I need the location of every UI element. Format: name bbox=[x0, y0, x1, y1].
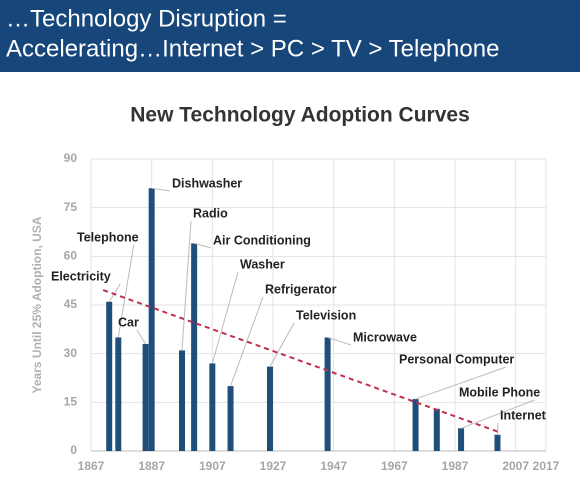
bar bbox=[209, 363, 216, 451]
x-tick-label: 1867 bbox=[78, 459, 105, 473]
x-tick-label: 1947 bbox=[320, 459, 347, 473]
leader-line bbox=[415, 366, 507, 400]
x-tick-label: 1907 bbox=[199, 459, 226, 473]
bar bbox=[142, 343, 149, 451]
y-tick-label: 90 bbox=[64, 151, 78, 165]
leader-line bbox=[117, 244, 135, 338]
bar bbox=[115, 337, 122, 451]
bar bbox=[191, 243, 198, 451]
x-tick-label: 1967 bbox=[381, 459, 408, 473]
bar bbox=[266, 366, 273, 451]
bar bbox=[106, 301, 113, 451]
x-tick-label: 1987 bbox=[442, 459, 469, 473]
bar-label: Electricity bbox=[51, 269, 111, 283]
bar bbox=[458, 428, 465, 451]
bar-label: Personal Computer bbox=[399, 352, 514, 366]
bar-label: Telephone bbox=[77, 230, 139, 244]
bar bbox=[494, 434, 501, 451]
bar-label: Washer bbox=[240, 257, 285, 271]
bar-label: Television bbox=[296, 308, 356, 322]
bar-label: Air Conditioning bbox=[213, 233, 311, 247]
chart-title: New Technology Adoption Curves bbox=[130, 104, 470, 127]
y-axis-label: Years Until 25% Adoption, USA bbox=[30, 216, 44, 393]
x-tick-label: 1887 bbox=[138, 459, 165, 473]
bar-label: Dishwasher bbox=[172, 176, 242, 190]
header-line: …Technology Disruption = bbox=[6, 5, 287, 32]
leader-line bbox=[136, 329, 147, 345]
bar bbox=[148, 188, 155, 451]
leader-line bbox=[181, 220, 192, 351]
bar-label: Mobile Phone bbox=[459, 385, 540, 399]
bar-label: Car bbox=[118, 315, 139, 329]
bar bbox=[412, 399, 419, 451]
leader-line bbox=[269, 322, 295, 367]
leader-line bbox=[460, 399, 535, 429]
leader-line bbox=[211, 271, 239, 364]
y-tick-label: 45 bbox=[64, 297, 78, 311]
y-tick-label: 75 bbox=[64, 200, 78, 214]
leader-line bbox=[108, 283, 121, 303]
bar-label: Refrigerator bbox=[265, 282, 337, 296]
header-line: Accelerating…Internet > PC > TV > Teleph… bbox=[6, 35, 499, 62]
y-tick-label: 30 bbox=[64, 346, 78, 360]
y-tick-label: 15 bbox=[64, 395, 78, 409]
leader-line bbox=[230, 296, 264, 387]
bar-label: Internet bbox=[500, 408, 547, 422]
x-tick-label: 2007 bbox=[502, 459, 529, 473]
leader-line bbox=[194, 242, 212, 249]
leader-line bbox=[496, 422, 499, 435]
x-tick-label: 2017 bbox=[533, 459, 560, 473]
bar bbox=[179, 350, 185, 451]
bar-label: Microwave bbox=[353, 330, 417, 344]
y-tick-label: 60 bbox=[64, 249, 78, 263]
trend-line bbox=[102, 289, 498, 433]
header-band bbox=[0, 0, 580, 72]
bar bbox=[227, 386, 234, 451]
bar-label: Radio bbox=[193, 206, 228, 220]
x-tick-label: 1927 bbox=[260, 459, 287, 473]
bar bbox=[324, 337, 331, 451]
bar bbox=[433, 408, 440, 451]
leader-line bbox=[151, 187, 171, 192]
leader-line bbox=[327, 336, 352, 346]
y-tick-label: 0 bbox=[70, 443, 77, 457]
